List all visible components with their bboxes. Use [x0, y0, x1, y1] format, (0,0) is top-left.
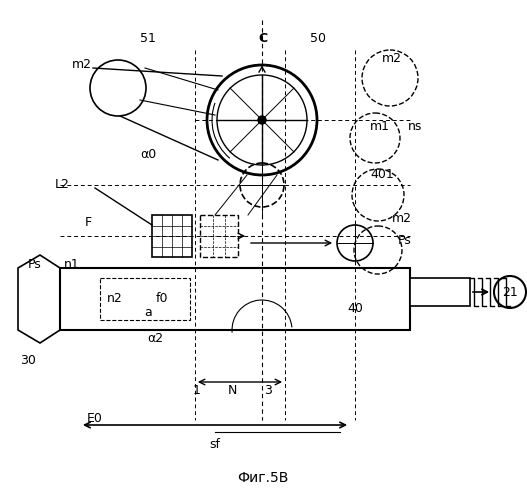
Text: 3: 3: [264, 384, 272, 396]
Text: L2: L2: [55, 178, 70, 192]
Text: 401: 401: [370, 168, 394, 181]
Text: Фиг.5В: Фиг.5В: [237, 471, 289, 485]
Circle shape: [258, 116, 266, 124]
Text: m2: m2: [392, 212, 412, 224]
Text: sf: sf: [210, 438, 220, 452]
Text: a: a: [144, 306, 152, 318]
Bar: [410, 278, 470, 306]
Text: α2: α2: [147, 332, 163, 344]
Text: 30: 30: [20, 354, 36, 366]
Text: α0: α0: [140, 148, 156, 162]
Bar: [152, 215, 192, 257]
Text: m1: m1: [370, 120, 390, 134]
Text: n2: n2: [107, 292, 123, 304]
Bar: [200, 215, 238, 257]
Text: m2: m2: [382, 52, 402, 64]
Text: F: F: [84, 216, 92, 228]
Text: 1: 1: [193, 384, 201, 396]
Text: ns: ns: [408, 120, 422, 134]
Text: Ps: Ps: [398, 234, 412, 246]
Text: C: C: [258, 32, 268, 44]
Text: 40: 40: [347, 302, 363, 314]
Text: N: N: [227, 384, 237, 396]
Text: Ps: Ps: [28, 258, 42, 272]
Text: n1: n1: [64, 258, 80, 272]
Text: m2: m2: [72, 58, 92, 71]
Text: f0: f0: [156, 292, 168, 304]
Bar: [100, 278, 190, 320]
Text: E0: E0: [87, 412, 103, 424]
Text: 21: 21: [502, 286, 518, 300]
Bar: [60, 268, 410, 330]
Text: 51: 51: [140, 32, 156, 44]
Text: 50: 50: [310, 32, 326, 44]
